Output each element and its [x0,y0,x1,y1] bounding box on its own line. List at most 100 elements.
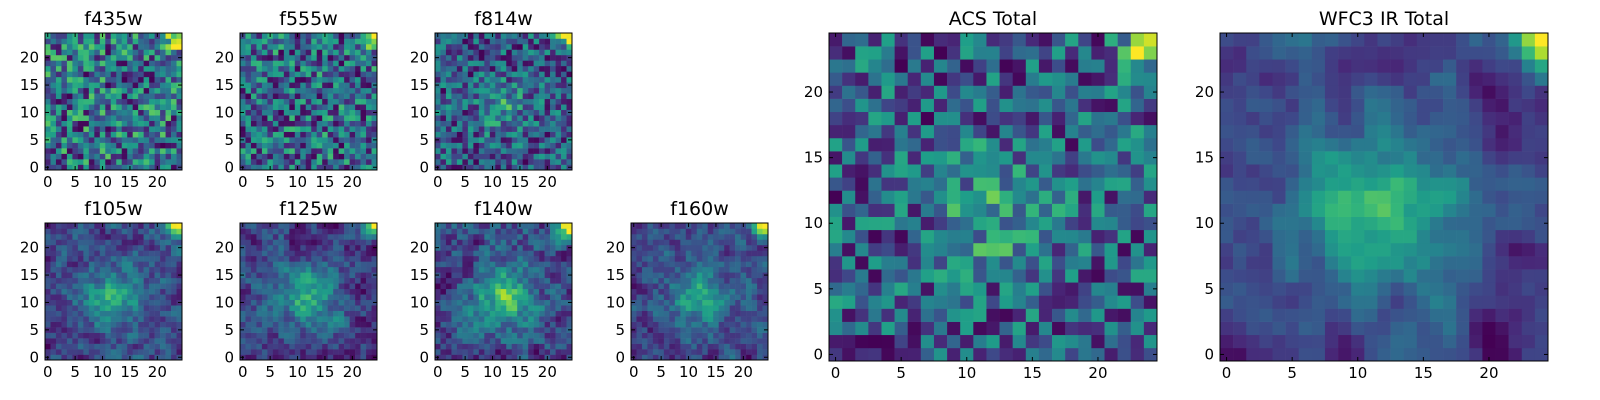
heatmap-cell [451,131,458,138]
heatmap-cell [278,60,285,67]
heatmap-cell [973,282,987,296]
heatmap-cell [322,153,328,160]
heatmap-cell [316,71,323,78]
heatmap-cell [110,349,117,355]
y-tick-label: 20 [215,49,234,67]
heatmap-cell [88,54,95,61]
heatmap-cell [907,229,922,244]
heatmap-cell [473,228,480,235]
heatmap-cell [440,255,447,262]
heatmap-cell [300,38,307,45]
heatmap-cell [176,126,183,132]
y-tick-label: 10 [606,293,625,311]
heatmap-cell [517,115,523,121]
heatmap-cell [261,87,268,94]
y-tick-label: 5 [419,131,429,149]
heatmap-cell [267,82,274,89]
heatmap-cell [1143,203,1158,217]
heatmap-cell [713,244,719,251]
heatmap-cell [561,288,567,295]
heatmap-cell [240,338,246,344]
heatmap-cell [289,148,296,154]
heatmap-cell [724,239,730,246]
heatmap-cell [1052,282,1066,296]
heatmap-cell [473,261,480,268]
heatmap-cell [702,228,709,235]
heatmap-cell [72,277,79,284]
heatmap-cell [143,159,150,165]
heatmap-cell [751,228,758,235]
heatmap-cell [349,49,356,56]
heatmap-cell [522,261,529,268]
heatmap-cell [360,109,367,116]
heatmap-cell [289,277,296,284]
heatmap-cell [366,321,372,328]
heatmap-cell [894,151,909,165]
heatmap-cell [294,332,301,339]
heatmap-cell [522,223,529,229]
heatmap-cell [261,71,268,78]
heatmap-cell [333,272,339,279]
heatmap-cell [316,54,323,61]
heatmap-cell [349,321,356,328]
heatmap-cell [462,239,469,246]
heatmap-cell [316,272,323,279]
heatmap-cell [435,65,441,72]
heatmap-cell [165,71,172,78]
heatmap-cell [713,272,719,279]
heatmap-cell [132,54,139,61]
heatmap-cell [165,233,172,240]
heatmap-cell [1025,321,1040,336]
heatmap-cell [555,71,562,78]
heatmap-cell [1104,229,1118,244]
heatmap-cell [116,104,123,111]
heatmap-cell [495,49,502,56]
heatmap-cell [366,148,372,154]
heatmap-cell [110,228,117,235]
heatmap-cell [121,294,128,301]
heatmap-cell [333,104,339,111]
heatmap-cell [445,343,452,350]
heatmap-cell [696,332,703,339]
heatmap-cell [250,250,257,257]
heatmap-cell [272,272,279,279]
heatmap-cell [160,142,166,149]
heatmap-cell [566,338,573,344]
heatmap-cell [83,109,90,116]
heatmap-cell [555,109,562,116]
heatmap-cell [149,65,155,72]
heatmap-cell [495,277,502,284]
heatmap-cell [1104,203,1118,217]
heatmap-cell [440,137,447,143]
heatmap-cell [121,131,128,138]
heatmap-cell [360,266,367,273]
heatmap-cell [881,282,895,296]
heatmap-cell [735,332,741,339]
heatmap-cell [171,228,177,235]
heatmap-cell [344,33,350,39]
heatmap-cell [489,261,496,268]
heatmap-cell [138,153,144,160]
heatmap-cell [160,349,166,355]
heatmap-cell [484,299,491,306]
heatmap-cell [338,76,345,83]
heatmap-cell [435,131,441,138]
heatmap-cell [696,266,703,273]
heatmap-cell [371,283,378,290]
heatmap-cell [154,305,161,311]
heatmap-cell [544,148,551,154]
heatmap-cell [829,321,843,336]
heatmap-cell [349,244,356,251]
heatmap-cell [338,98,345,105]
heatmap-cell [366,120,372,127]
heatmap-cell [116,305,123,311]
heatmap-cell [360,233,367,240]
heatmap-cell [272,49,279,56]
heatmap-cell [489,82,496,89]
heatmap-cell [143,288,150,295]
heatmap-cell [539,164,545,171]
heatmap-cell [435,43,441,50]
heatmap-cell [533,131,540,138]
y-tick-label: 10 [20,103,39,121]
